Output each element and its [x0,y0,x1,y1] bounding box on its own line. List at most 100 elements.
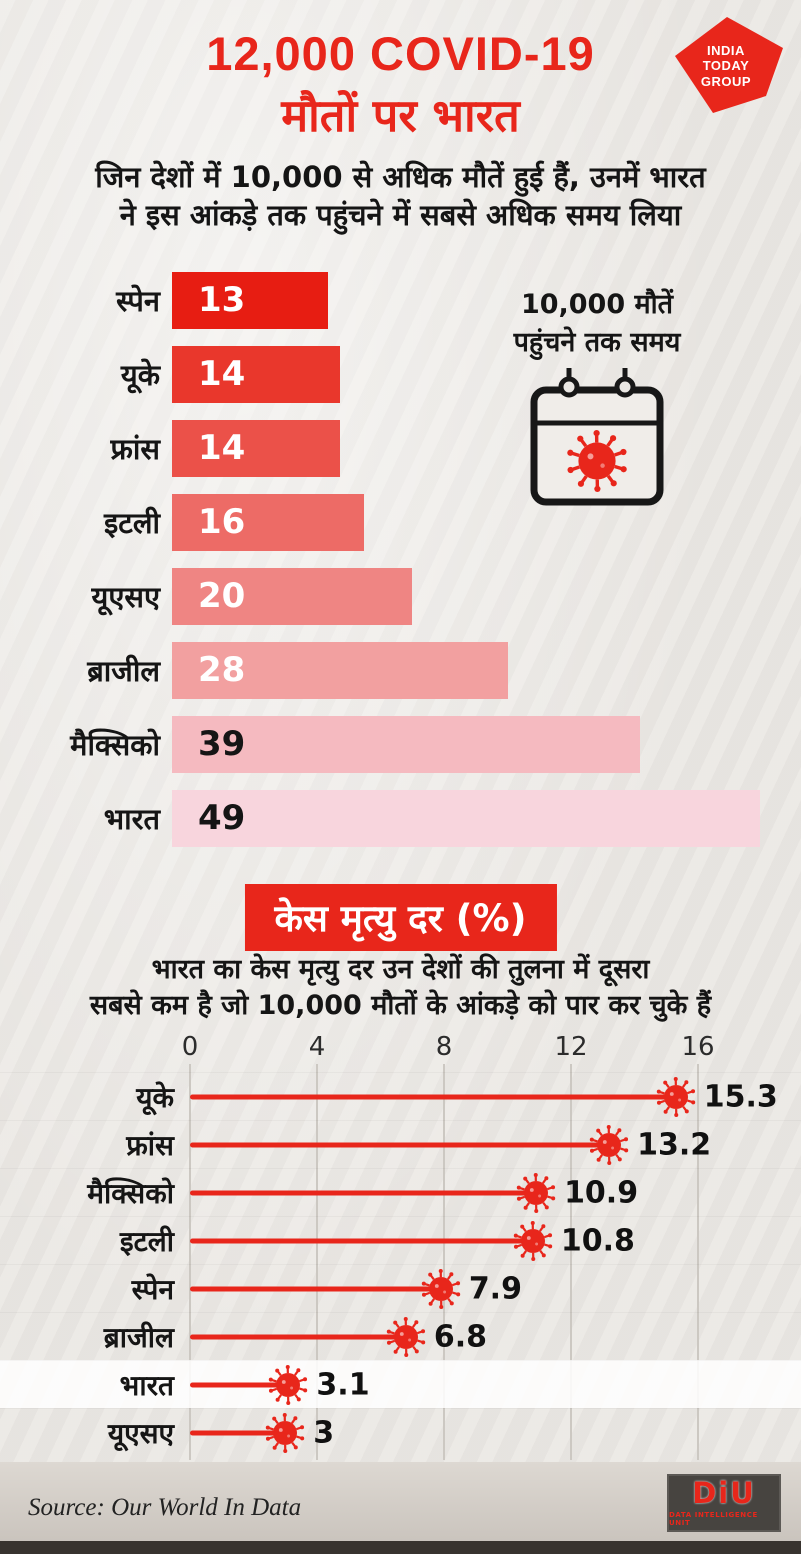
bar-chart: स्पेन 13 यूके 14 फ्रांस 14 इटली 16 यूएसए 20 ब्राजी… [0,263,801,855]
lollipop-category-label: यूके [136,1080,174,1114]
gridline [316,1064,318,1460]
bar: 13 [172,271,328,329]
chart1-annotation: 10,000 मौतें पहुंचने तक समय [513,289,681,358]
gridlines [0,1064,801,1460]
lollipop-category-label: स्पेन [131,1272,174,1306]
logo-shape [675,17,783,113]
bar-row: यूएसए 20 [0,559,801,633]
bar-row: फ्रांस 14 [0,411,801,485]
lollipop-plot: 15.3 [190,1073,801,1120]
bar-row: भारत 49 [0,781,801,855]
gridline [189,1064,191,1460]
lollipop-row: फ्रांस 13.2 [0,1120,801,1168]
source-credit: Source: Our World In Data [28,1494,302,1521]
bar-category-label: यूएसए [91,579,161,614]
lollipop-category-label: इटली [119,1224,174,1258]
logo-text: INDIA TODAY GROUP [673,43,779,89]
calendar-icon [522,362,672,512]
india-today-group-logo: INDIA TODAY GROUP [673,16,785,114]
virus-icon [516,1172,556,1213]
x-tick-label: 16 [681,1032,715,1062]
bar-category-label: फ्रांस [110,431,160,466]
gridline [697,1064,699,1460]
lollipop-row: भारत 3.1 [0,1360,801,1408]
bar: 28 [172,641,508,699]
gridline [570,1064,572,1460]
virus-icon [386,1316,426,1357]
bottom-strip [0,1541,801,1554]
lollipop-category-label: भारत [119,1368,174,1402]
lollipop-row: ब्राजील 6.8 [0,1312,801,1360]
lollipop-plot: 10.8 [190,1217,801,1264]
diu-logo-title: DiU [692,1476,756,1510]
x-axis-ticks: 0 4 8 12 16 [0,1032,801,1062]
lollipop-category-label: फ्रांस [126,1128,174,1162]
lollipop-value-label: 10.8 [560,1223,635,1258]
lollipop-stem [190,1190,529,1195]
chart2-title: केस मृत्यु दर (%) [244,884,557,951]
x-tick-label: 8 [435,1032,453,1062]
bar-category-label: यूके [120,357,160,392]
lollipop-row: इटली 10.8 [0,1216,801,1264]
lollipop-value-label: 10.9 [564,1175,639,1210]
lollipop-row: मैक्सिको 10.9 [0,1168,801,1216]
lollipop-category-label: मैक्सिको [87,1176,174,1210]
lollipop-plot: 6.8 [190,1313,801,1360]
bar: 16 [172,493,364,551]
lollipop-value-label: 3.1 [316,1367,370,1402]
diu-logo: DiU DATA INTELLIGENCE UNIT [667,1474,781,1532]
lollipop-row: यूएसए 3 [0,1408,801,1456]
lollipop-stem [190,1238,525,1243]
lollipop-plot: 3 [190,1409,801,1456]
bar-row: इटली 16 [0,485,801,559]
x-tick-label: 0 [181,1032,199,1062]
diu-logo-subtitle: DATA INTELLIGENCE UNIT [669,1511,758,1527]
virus-icon [589,1124,629,1165]
bar-value-label: 20 [198,576,246,616]
lollipop-value-label: 7.9 [468,1271,522,1306]
lollipop-value-label: 3 [313,1415,335,1450]
logo-line: INDIA [707,43,745,58]
bar-category-label: ब्राजील [87,653,160,688]
lollipop-value-label: 15.3 [703,1079,778,1114]
virus-icon [268,1364,308,1405]
lollipop-plot: 13.2 [190,1121,801,1168]
virus-icon [421,1268,461,1309]
logo-line: TODAY [702,58,750,74]
lollipop-stem [190,1382,281,1387]
logo-line: GROUP [700,73,752,89]
lollipop-row: स्पेन 7.9 [0,1264,801,1312]
bar: 49 [172,789,760,847]
lollipop-rows: यूके 15.3 फ्रांस 13.2 मैक्सिको 10.9 इटली 10.8 स्… [0,1072,801,1456]
bar-value-label: 16 [198,502,246,542]
bar-row: स्पेन 13 [0,263,801,337]
chart2-subtitle: भारत का केस मृत्यु दर उन देशों की तुलना … [89,954,712,1022]
lollipop-category-label: ब्राजील [103,1320,174,1354]
bar-row: ब्राजील 28 [0,633,801,707]
title-line1: 12,000 COVID-19 [206,27,595,80]
bar-value-label: 13 [198,280,246,320]
virus-icon [265,1412,305,1453]
lollipop-stem [190,1094,668,1099]
lollipop-row: यूके 15.3 [0,1072,801,1120]
lollipop-plot: 3.1 [190,1361,801,1408]
virus-icon [656,1076,696,1117]
chart1-subtitle: जिन देशों में 10,000 से अधिक मौतें हुई ह… [95,160,706,233]
bar-row: यूके 14 [0,337,801,411]
lollipop-stem [190,1142,602,1147]
virus-icon [513,1220,553,1261]
lollipop-chart: 0 4 8 12 16 यूके 15.3 फ्रांस 13.2 मैक्सिको 10.9 इट… [0,1032,801,1464]
bar: 39 [172,715,640,773]
lollipop-category-label: यूएसए [107,1416,174,1450]
lollipop-plot: 10.9 [190,1169,801,1216]
lollipop-stem [190,1430,278,1435]
x-tick-label: 12 [554,1032,588,1062]
bar-category-label: मैक्सिको [70,727,160,762]
bar-value-label: 14 [198,354,246,394]
virus-icon [566,430,628,492]
bar-category-label: इटली [103,505,160,540]
bar-row: मैक्सिको 39 [0,707,801,781]
bar-category-label: स्पेन [116,283,160,318]
bar-category-label: भारत [103,801,160,836]
